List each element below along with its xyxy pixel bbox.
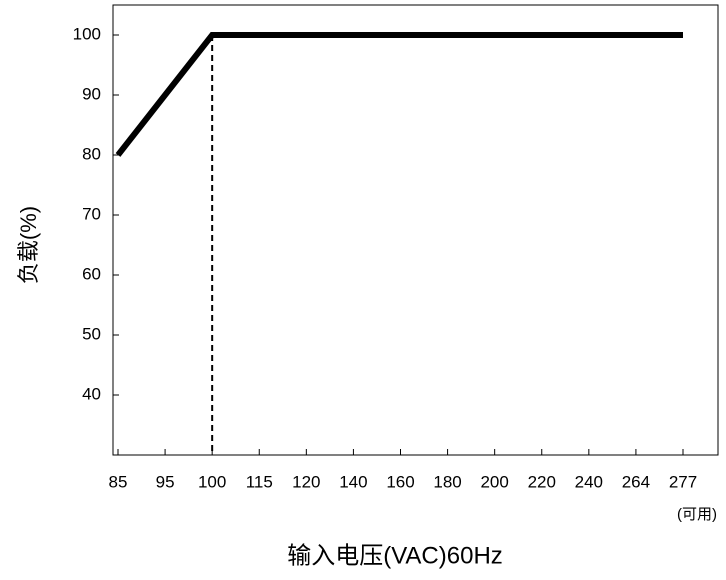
y-tick-label: 70 (82, 204, 101, 223)
y-tick-label: 40 (82, 384, 101, 403)
y-tick-label: 50 (82, 324, 101, 343)
y-tick-label: 90 (82, 84, 101, 103)
x-tick-label: 85 (109, 472, 128, 491)
y-tick-label: 80 (82, 144, 101, 163)
y-axis-label: 负载(%) (16, 206, 41, 284)
x-axis-label: 输入电压(VAC)60Hz (287, 542, 503, 569)
x-tick-label: 140 (339, 472, 367, 491)
x-tick-label: 160 (386, 472, 414, 491)
x-tick-label: 100 (198, 472, 226, 491)
x-tick-label: 115 (246, 472, 273, 491)
x-tick-label: 180 (433, 472, 461, 491)
x-tick-label: 95 (156, 472, 175, 491)
data-line (115, 32, 683, 157)
y-tick-label: 100 (73, 24, 101, 43)
annotation: (可用) (677, 506, 717, 523)
x-tick-label: 120 (292, 472, 320, 491)
x-tick-label: 264 (622, 472, 650, 491)
x-tick-label: 277 (669, 472, 697, 491)
x-tick-label: 220 (528, 472, 556, 491)
x-tick-label: 240 (575, 472, 603, 491)
plot-frame (112, 4, 719, 456)
y-tick-label: 60 (82, 264, 101, 283)
x-tick-label: 200 (480, 472, 508, 491)
